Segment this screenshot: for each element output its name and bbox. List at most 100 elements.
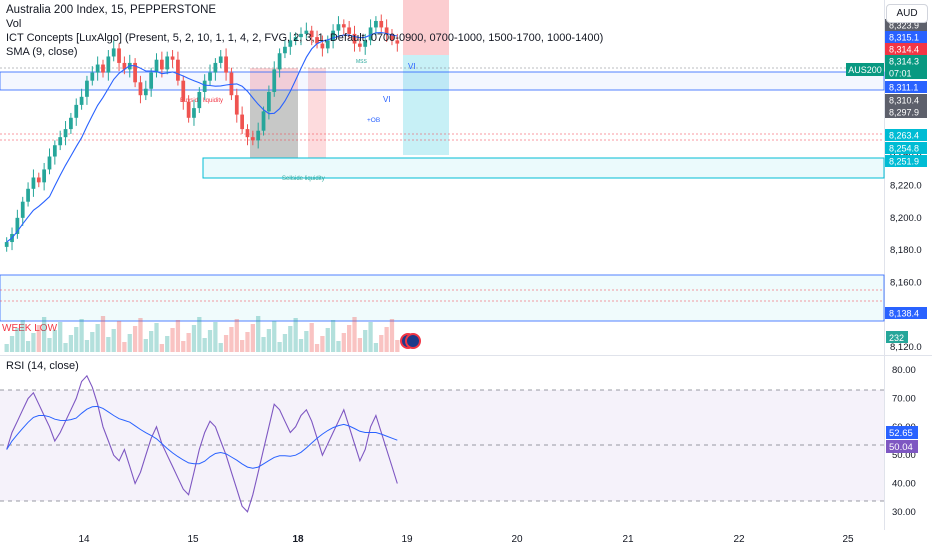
ict-concepts-legend[interactable]: ICT Concepts [LuxAlgo] (Present, 5, 2, 1… (6, 32, 604, 44)
volume-bar (309, 323, 314, 352)
candle-body (250, 137, 255, 141)
volume-bar (90, 332, 95, 352)
rsi-ma-line (6, 405, 398, 469)
candle-body (106, 56, 111, 73)
price-label: 8,314.3 (889, 57, 919, 67)
candle-body (363, 40, 368, 47)
mss-label: MSS (356, 59, 368, 65)
candle-body (202, 80, 207, 92)
price-label-bg (885, 67, 927, 79)
price-label: 8,251.9 (889, 157, 919, 167)
price-label: 8,311.1 (889, 83, 918, 93)
rsi-last-bg (886, 440, 918, 453)
volume-bar (31, 333, 36, 352)
candle-body (165, 56, 170, 70)
price-axis-ticks[interactable]: 8,120.08,140.08,160.08,180.08,200.08,220… (890, 148, 922, 353)
volume-bar (207, 330, 213, 352)
volume-bar (330, 320, 336, 352)
volume-bar (68, 335, 74, 352)
candle-body (117, 48, 121, 63)
candle-body (208, 72, 212, 81)
rsi-band-fill (0, 390, 884, 501)
candle-body (368, 27, 373, 41)
volume-bar (47, 338, 52, 352)
volume-bar (379, 335, 384, 352)
price-label: 8,254.8 (889, 144, 919, 154)
volume-bar (256, 316, 261, 352)
volume-bar (293, 318, 298, 352)
sma-legend[interactable]: SMA (9, close) (6, 46, 78, 58)
volume-legend[interactable]: Vol (6, 18, 22, 30)
symbol-tag: AUS200 (848, 65, 882, 75)
time-tick-label: 19 (401, 534, 413, 545)
sellside-liquidity-label: Sellside liquidity (282, 176, 325, 182)
candle-body (272, 69, 277, 92)
candle-body (267, 91, 271, 112)
order-block-label: +OB (367, 117, 380, 124)
volume-bar (20, 320, 25, 352)
candle-body (277, 53, 282, 70)
time-axis-ticks[interactable]: 14 15 18 19 20 21 22 25 (78, 534, 854, 545)
volume-bar (352, 317, 357, 352)
rsi-pane[interactable] (0, 356, 884, 526)
volume-bar (363, 330, 368, 352)
rsi-legend[interactable]: RSI (14, close) (6, 360, 79, 372)
volume-bar (250, 324, 255, 352)
volume-bar (261, 337, 266, 352)
price-label-bg (885, 307, 927, 319)
volume-bar (277, 342, 282, 352)
candle-body (74, 104, 79, 118)
candle-body (374, 20, 378, 28)
candle-body (213, 62, 218, 73)
sma-line (6, 31, 398, 243)
price-tick-label: 8,200.0 (890, 213, 922, 224)
candle-body (288, 40, 293, 47)
volume-bar (304, 331, 309, 352)
candle-body (36, 177, 41, 183)
rsi-tick-label: 30.00 (892, 507, 916, 518)
volume-bar (41, 317, 47, 352)
candle-body (42, 169, 47, 183)
candle-body (293, 37, 298, 41)
time-tick-label: 20 (511, 534, 523, 545)
price-label: 8,314.4 (889, 45, 919, 55)
candle-body (69, 117, 73, 130)
time-tick-label: 14 (78, 534, 90, 545)
currency-button[interactable]: AUD (886, 4, 928, 23)
volume-bar (202, 338, 207, 352)
price-tick-label: 8,160.0 (890, 277, 922, 288)
price-label: 8,310.4 (889, 96, 919, 106)
volume-bar (159, 344, 165, 352)
candle-body (379, 20, 384, 28)
chart-title[interactable]: Australia 200 Index, 15, PEPPERSTONE (6, 4, 217, 16)
volume-bar (223, 335, 229, 352)
candle-body (95, 64, 100, 73)
candle-body (347, 27, 352, 34)
candle-body (186, 101, 191, 118)
volume-bar (95, 324, 100, 352)
candle-body (261, 111, 266, 131)
price-labels: 8,323.9 8,315.1 8,314.4 8,314.3 07:01 8,311.1… (885, 19, 927, 319)
candle-body (197, 91, 202, 109)
volume-bar (357, 338, 363, 352)
price-tick-label: 8,120.0 (890, 342, 922, 353)
volume-bar (143, 339, 148, 352)
candle-body (63, 129, 68, 138)
volume-bar (116, 321, 122, 352)
time-tick-label: 15 (187, 534, 199, 545)
candle-body (283, 46, 287, 54)
candle-body (133, 62, 137, 83)
volume-bar (149, 331, 154, 352)
volume-bar (266, 329, 272, 352)
candle-body (357, 43, 362, 47)
price-label-bg (885, 43, 927, 55)
price-label-bg (885, 142, 927, 154)
candle-body (101, 64, 105, 73)
australia-flag-icon[interactable] (405, 333, 421, 349)
price-label: 8,323.9 (889, 21, 919, 31)
session-box-green-1 (250, 90, 298, 158)
candle-body (138, 82, 143, 96)
volume-bar (272, 321, 277, 352)
candle-body (52, 145, 57, 157)
